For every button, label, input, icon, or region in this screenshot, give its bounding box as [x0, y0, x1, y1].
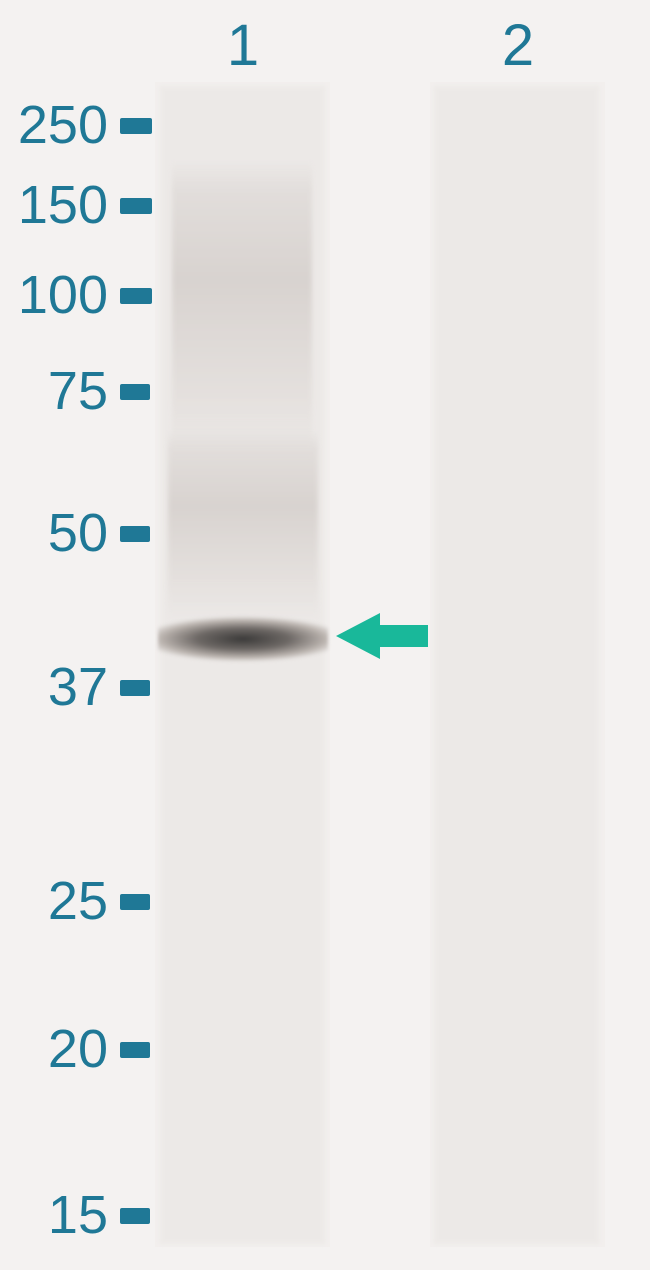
mw-label-75: 75 — [0, 360, 108, 422]
mw-label-150: 150 — [0, 174, 108, 236]
mw-tick-25 — [120, 894, 150, 910]
mw-tick-250 — [120, 118, 152, 134]
lane2 — [430, 82, 605, 1247]
band-lane1_main — [158, 616, 328, 662]
mw-tick-150 — [120, 198, 152, 214]
blot-canvas: 1 2 250 150 100 75 50 37 25 20 15 — [0, 0, 650, 1270]
mw-label-20: 20 — [0, 1018, 108, 1080]
lane1-label: 1 — [203, 12, 283, 79]
mw-tick-50 — [120, 526, 150, 542]
lane2-label: 2 — [478, 12, 558, 79]
smear-lane1_upper — [172, 160, 312, 460]
mw-label-25: 25 — [0, 870, 108, 932]
mw-tick-75 — [120, 384, 150, 400]
mw-tick-37 — [120, 680, 150, 696]
mw-label-100: 100 — [0, 264, 108, 326]
mw-tick-15 — [120, 1208, 150, 1224]
smear-lane1_mid — [168, 430, 318, 620]
band-arrow-icon — [336, 613, 428, 659]
mw-label-37: 37 — [0, 656, 108, 718]
mw-tick-20 — [120, 1042, 150, 1058]
mw-label-15: 15 — [0, 1184, 108, 1246]
mw-label-250: 250 — [0, 94, 108, 156]
mw-tick-100 — [120, 288, 152, 304]
mw-label-50: 50 — [0, 502, 108, 564]
